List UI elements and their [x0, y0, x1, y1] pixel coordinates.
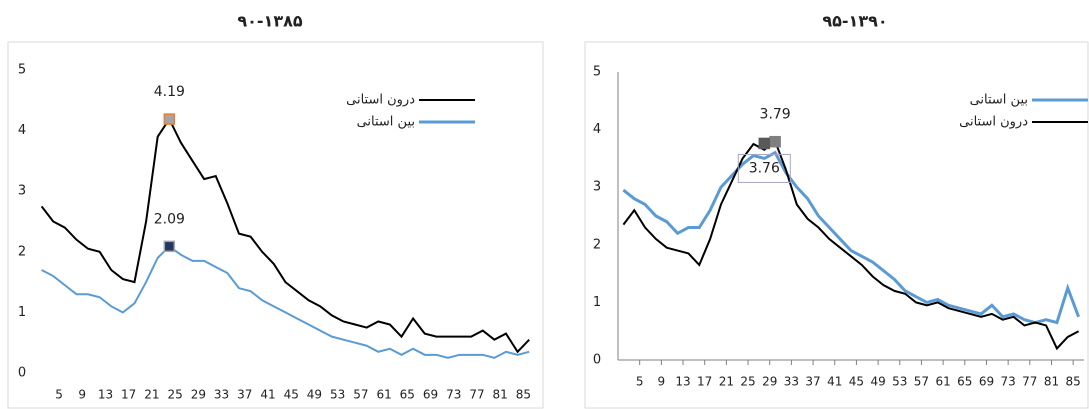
y-tick-label: 0 — [593, 353, 601, 368]
x-tick-label: 45 — [849, 375, 864, 389]
y-tick-label: 3 — [593, 180, 601, 195]
x-tick-label: 37 — [805, 375, 820, 389]
y-tick-label: 3 — [18, 184, 26, 199]
x-tick-label: 9 — [658, 375, 666, 389]
x-tick-label: 77 — [469, 388, 484, 402]
x-tick-label: 81 — [493, 388, 508, 402]
x-tick-label: 13 — [675, 375, 690, 389]
annotation-label: 2.09 — [154, 211, 185, 227]
x-tick-label: 25 — [740, 375, 755, 389]
chart-title: ۹۰-۱۳۸۵ — [237, 12, 302, 31]
x-tick-label: 29 — [762, 375, 777, 389]
x-tick-label: 69 — [979, 375, 994, 389]
legend-label: بین استانی — [357, 115, 415, 130]
annotation-marker — [163, 113, 176, 125]
annotation-label: 3.76 — [749, 160, 780, 176]
x-tick-label: 17 — [121, 388, 136, 402]
x-tick-label: 41 — [260, 388, 275, 402]
x-tick-label: 41 — [827, 375, 842, 389]
annotation-marker — [758, 137, 771, 150]
x-tick-label: 85 — [1066, 375, 1081, 389]
x-tick-label: 13 — [98, 388, 113, 402]
y-tick-label: 1 — [593, 295, 601, 310]
y-tick-label: 4 — [18, 123, 26, 138]
x-tick-label: 57 — [353, 388, 368, 402]
y-tick-label: 4 — [593, 122, 601, 137]
x-tick-label: 73 — [1000, 375, 1015, 389]
y-tick-label: 5 — [593, 65, 601, 80]
chart-title: ۹۵-۱۳۹۰ — [822, 12, 887, 31]
x-tick-label: 17 — [697, 375, 712, 389]
annotation-marker — [163, 240, 176, 253]
annotation-label: 3.79 — [760, 107, 791, 123]
x-tick-label: 73 — [446, 388, 461, 402]
x-tick-label: 21 — [144, 388, 159, 402]
x-tick-label: 53 — [892, 375, 907, 389]
x-tick-label: 5 — [636, 375, 644, 389]
x-tick-label: 57 — [914, 375, 929, 389]
x-tick-label: 33 — [214, 388, 229, 402]
line — [622, 139, 1080, 351]
panel-border — [7, 41, 544, 409]
y-tick-label: 0 — [18, 366, 26, 381]
x-tick-label: 21 — [719, 375, 734, 389]
x-tick-label: 9 — [78, 388, 86, 402]
x-tick-label: 61 — [935, 375, 950, 389]
x-tick-label: 29 — [191, 388, 206, 402]
line — [622, 150, 1080, 325]
annotation-marker — [769, 135, 781, 148]
x-tick-label: 53 — [330, 388, 345, 402]
x-tick-label: 33 — [784, 375, 799, 389]
x-tick-label: 81 — [1044, 375, 1059, 389]
x-tick-label: 77 — [1022, 375, 1037, 389]
annotation-box — [737, 153, 791, 183]
x-tick-label: 65 — [400, 388, 415, 402]
y-tick-label: 2 — [18, 244, 26, 259]
x-tick-label: 5 — [55, 388, 63, 402]
panel-border — [584, 41, 1089, 409]
x-tick-label: 25 — [167, 388, 182, 402]
x-tick-label: 65 — [957, 375, 972, 389]
x-tick-label: 69 — [423, 388, 438, 402]
x-tick-label: 45 — [284, 388, 299, 402]
y-tick-label: 1 — [18, 305, 26, 320]
x-tick-label: 37 — [237, 388, 252, 402]
x-tick-label: 49 — [307, 388, 322, 402]
y-tick-label: 5 — [18, 63, 26, 78]
legend-label: درون استانی — [959, 115, 1028, 130]
x-tick-label: 49 — [870, 375, 885, 389]
legend-label: درون استانی — [346, 93, 415, 108]
line — [41, 245, 530, 359]
legend-label: بین استانی — [970, 93, 1028, 108]
x-tick-label: 85 — [516, 388, 531, 402]
x-tick-label: 61 — [376, 388, 391, 402]
line — [40, 117, 530, 354]
y-tick-label: 2 — [593, 237, 601, 252]
annotation-label: 4.19 — [154, 84, 185, 100]
